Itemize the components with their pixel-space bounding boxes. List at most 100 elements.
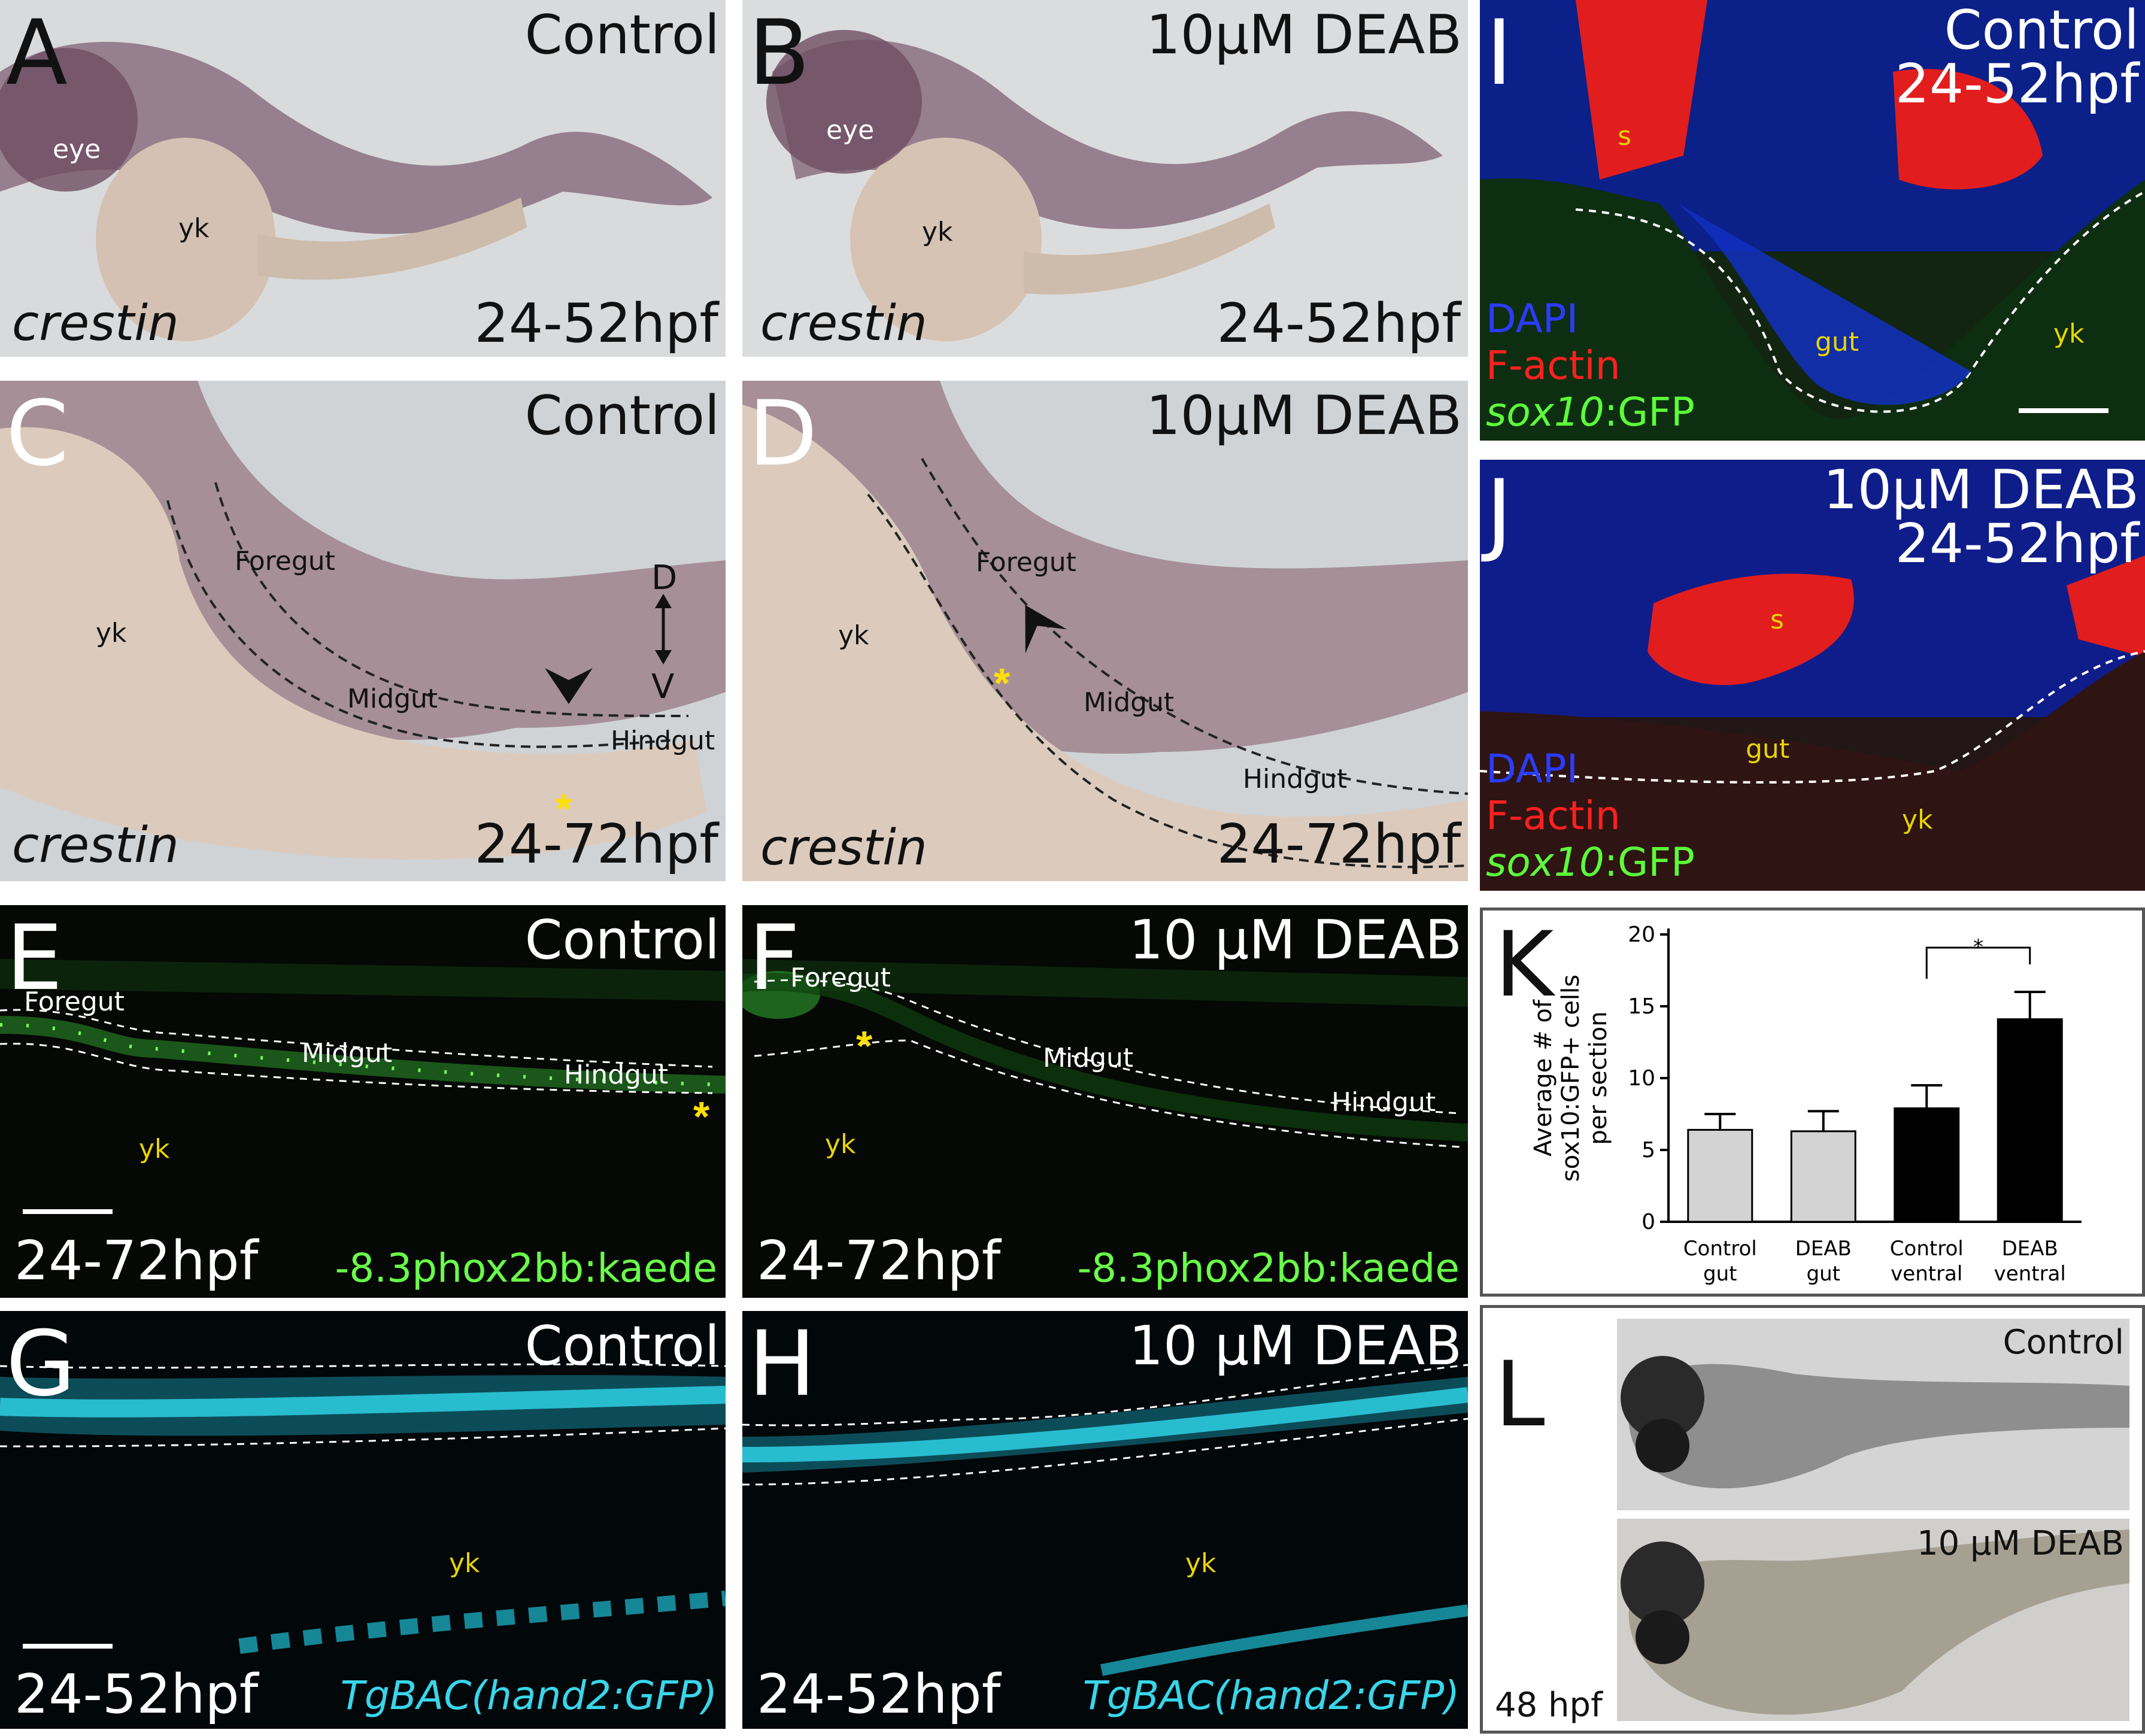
- panel-d-stage: 24-72hpf: [1216, 813, 1461, 876]
- x-category-label: DEAB: [2002, 1237, 2058, 1261]
- panel-j-gut-label: gut: [1746, 734, 1790, 764]
- panel-b-condition: 10μM DEAB: [1146, 4, 1462, 66]
- panel-f-midgut-label: Midgut: [1043, 1043, 1134, 1073]
- panel-h-image: [742, 1311, 1468, 1729]
- y-tick-label: 5: [1642, 1138, 1655, 1163]
- panel-d-letter: D: [748, 382, 818, 486]
- panel-g-image: [0, 1311, 726, 1729]
- panel-c-image: [0, 381, 726, 881]
- panel-g-condition: Control: [524, 1315, 720, 1377]
- panel-a-condition: Control: [524, 4, 720, 66]
- panel-i-sox10-gfp: :GFP: [1604, 389, 1695, 435]
- panel-c-hindgut-label: Hindgut: [611, 726, 715, 756]
- panel-g-reporter: TgBAC(hand2:GFP): [340, 1673, 717, 1719]
- panel-i-sox10-label: sox10:GFP: [1486, 393, 1695, 432]
- panel-d-condition: 10μM DEAB: [1146, 384, 1462, 447]
- panel-d: D 10μM DEAB yk Foregut Midgut Hindgut * …: [742, 381, 1468, 881]
- panel-f-image: [742, 905, 1468, 1298]
- panel-c-letter: C: [6, 382, 69, 486]
- panel-c-yk-label: yk: [96, 618, 127, 648]
- panel-h-stage: 24-52hpf: [757, 1663, 1001, 1726]
- panel-j-dapi-label: DAPI: [1486, 746, 1579, 792]
- panel-j-sox10-gene: sox10: [1486, 839, 1604, 885]
- panel-i-sox10-gene: sox10: [1486, 389, 1604, 435]
- panel-e-asterisk: *: [693, 1093, 710, 1140]
- panel-d-hindgut-label: Hindgut: [1243, 764, 1348, 794]
- panel-e-foregut-label: Foregut: [24, 987, 125, 1017]
- panel-f-condition: 10 μM DEAB: [1128, 909, 1462, 972]
- panel-i: I Control 24-52hpf s gut yk DAPI F-actin…: [1480, 0, 2145, 441]
- panel-a-letter: A: [6, 1, 68, 105]
- panel-k-chart: 05101520ControlgutDEABgutControlventralD…: [1530, 922, 2082, 1286]
- panel-e-letter: E: [6, 906, 63, 1010]
- panel-i-factin-label: F-actin: [1486, 342, 1621, 389]
- significance-bracket: [1925, 946, 2031, 979]
- panel-i-yk-label: yk: [2053, 318, 2085, 349]
- panel-c-asterisk: *: [556, 785, 572, 832]
- x-category-label: ventral: [1994, 1262, 2066, 1286]
- panel-g: G Control yk 24-52hpf TgBAC(hand2:GFP): [0, 1311, 726, 1729]
- y-axis-label-line: sox10:GFP+ cells: [1557, 975, 1585, 1182]
- panel-i-image: [1480, 0, 2145, 441]
- panel-b-yk-label: yk: [922, 217, 953, 247]
- y-tick-label: 0: [1642, 1210, 1655, 1234]
- panel-b-letter: B: [748, 1, 810, 105]
- panel-f-foregut-label: Foregut: [790, 963, 891, 993]
- panel-i-s-label: s: [1618, 121, 1631, 151]
- panel-g-scale-bar: [23, 1644, 113, 1649]
- panel-j-s-label: s: [1770, 605, 1784, 635]
- panel-j-stage: 24-52hpf: [1895, 512, 2139, 575]
- panel-l-stage: 48 hpf: [1495, 1686, 1603, 1725]
- panel-g-stage: 24-52hpf: [14, 1663, 259, 1726]
- y-tick-label: 15: [1628, 994, 1655, 1019]
- y-axis-label-line: Average # of: [1530, 999, 1557, 1157]
- panel-e-yk-label: yk: [139, 1134, 170, 1164]
- panel-e-midgut-label: Midgut: [302, 1038, 393, 1069]
- panel-b-stage: 24-52hpf: [1216, 292, 1461, 355]
- panel-f-hindgut-label: Hindgut: [1331, 1087, 1436, 1118]
- panel-j-yk-label: yk: [1902, 805, 1933, 835]
- panel-j-letter: J: [1486, 461, 1513, 565]
- panel-h-condition: 10 μM DEAB: [1128, 1315, 1462, 1377]
- panel-d-yk-label: yk: [838, 620, 869, 651]
- panel-l-control-label: Control: [2003, 1323, 2124, 1362]
- panel-b-eye-label: eye: [826, 115, 875, 145]
- panel-d-midgut-label: Midgut: [1084, 687, 1175, 718]
- panel-a-eye-label: eye: [53, 134, 101, 165]
- panel-f-yk-label: yk: [825, 1129, 856, 1160]
- panel-k: K 0 5 10 15 20 Control gut DEAB gut Control ventra…: [1480, 908, 2145, 1297]
- panel-c: C Control D V yk Foregut Midgut Hindgut …: [0, 381, 726, 881]
- panel-i-stage: 24-52hpf: [1895, 53, 2139, 116]
- panel-b-image: [742, 0, 1468, 357]
- panel-a-image: [0, 0, 726, 357]
- panel-g-yk-label: yk: [449, 1548, 480, 1579]
- panel-j: J 10μM DEAB 24-52hpf s gut yk DAPI F-act…: [1480, 460, 2145, 891]
- panel-l-deab-label: 10 μM DEAB: [1916, 1524, 2124, 1563]
- panel-e-stage: 24-72hpf: [14, 1230, 259, 1292]
- panel-h-reporter: TgBAC(hand2:GFP): [1082, 1673, 1460, 1719]
- panel-f-asterisk: *: [856, 1022, 873, 1069]
- panel-j-image: [1480, 460, 2145, 891]
- panel-c-condition: Control: [524, 384, 720, 447]
- panel-h-yk-label: yk: [1185, 1548, 1216, 1579]
- panel-h: H 10 μM DEAB yk 24-52hpf TgBAC(hand2:GFP…: [742, 1311, 1468, 1729]
- panel-e-image: [0, 905, 726, 1298]
- panel-d-gene: crestin: [760, 820, 927, 876]
- significance-label: *: [1973, 935, 1983, 959]
- bar: [1687, 1128, 1753, 1223]
- panel-h-letter: H: [748, 1312, 816, 1416]
- panel-j-sox10-label: sox10:GFP: [1486, 843, 1695, 882]
- panel-d-foregut-label: Foregut: [976, 547, 1076, 578]
- panel-i-scale-bar: [2019, 408, 2108, 413]
- panel-e: E Control Foregut Midgut Hindgut yk * 24…: [0, 905, 726, 1298]
- panel-d-image: [742, 381, 1468, 881]
- panel-c-axis-v: V: [651, 667, 675, 706]
- y-axis-label-line: per section: [1585, 1011, 1612, 1145]
- panel-f-letter: F: [748, 906, 800, 1010]
- panel-j-sox10-gfp: :GFP: [1604, 839, 1695, 885]
- panel-l-letter: L: [1495, 1343, 1545, 1447]
- bar: [1894, 1107, 1960, 1223]
- panel-b: B 10μM DEAB eye yk crestin 24-52hpf: [742, 0, 1468, 357]
- panel-j-factin-label: F-actin: [1486, 793, 1621, 839]
- x-category-label: Control: [1683, 1237, 1757, 1261]
